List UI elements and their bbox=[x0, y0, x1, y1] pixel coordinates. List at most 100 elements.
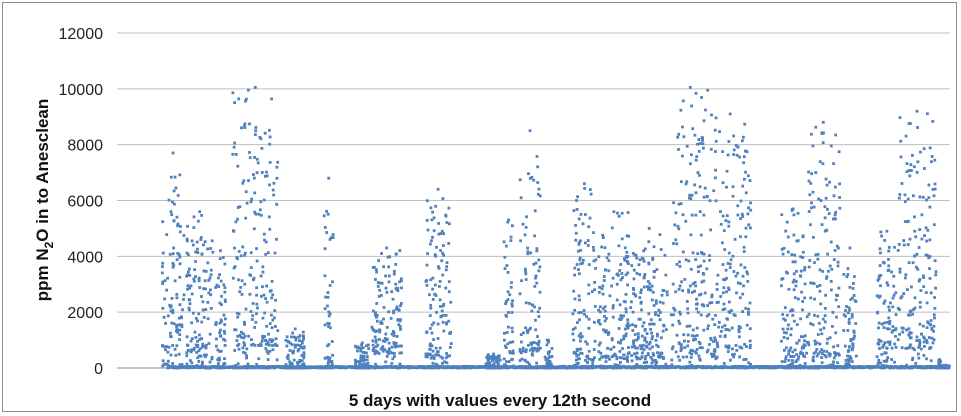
data-point bbox=[431, 361, 435, 365]
data-point bbox=[927, 183, 931, 187]
data-point bbox=[578, 318, 581, 322]
data-point bbox=[732, 313, 736, 317]
data-point bbox=[428, 314, 432, 317]
data-point bbox=[674, 211, 678, 215]
data-point bbox=[219, 249, 222, 253]
data-point bbox=[898, 116, 902, 119]
data-point bbox=[298, 334, 302, 337]
data-point bbox=[877, 358, 881, 362]
data-point bbox=[160, 271, 164, 275]
data-point bbox=[385, 246, 388, 250]
data-point bbox=[829, 240, 833, 244]
data-point bbox=[365, 358, 369, 362]
data-point bbox=[243, 251, 247, 255]
data-point bbox=[207, 291, 211, 295]
data-point bbox=[807, 210, 811, 213]
data-point bbox=[586, 361, 589, 364]
data-point bbox=[274, 325, 277, 328]
data-point bbox=[242, 336, 246, 340]
data-point bbox=[672, 201, 675, 205]
data-point bbox=[908, 331, 912, 334]
data-point bbox=[323, 307, 327, 311]
data-point bbox=[242, 332, 245, 336]
data-point bbox=[439, 249, 442, 252]
data-point bbox=[928, 146, 932, 150]
data-point bbox=[691, 349, 695, 353]
data-point bbox=[577, 217, 581, 221]
data-point bbox=[694, 191, 698, 195]
data-point bbox=[175, 293, 179, 296]
data-point bbox=[622, 314, 625, 318]
data-point bbox=[886, 340, 890, 344]
data-point bbox=[172, 263, 176, 267]
data-point bbox=[438, 298, 442, 302]
data-point bbox=[902, 239, 906, 242]
data-point bbox=[507, 311, 510, 314]
data-point bbox=[194, 343, 198, 347]
data-point bbox=[505, 264, 509, 267]
data-point bbox=[813, 339, 817, 343]
data-point bbox=[243, 323, 246, 326]
data-point bbox=[925, 301, 929, 305]
data-point bbox=[852, 337, 856, 340]
data-point bbox=[327, 343, 331, 346]
data-point bbox=[374, 313, 377, 317]
data-point bbox=[680, 343, 683, 346]
data-point bbox=[576, 249, 580, 253]
data-point bbox=[656, 345, 660, 348]
data-point bbox=[215, 283, 219, 287]
data-point bbox=[747, 313, 750, 316]
data-point bbox=[908, 313, 912, 317]
data-point bbox=[161, 282, 164, 285]
data-point bbox=[650, 284, 654, 288]
data-point bbox=[390, 345, 394, 349]
data-point bbox=[179, 225, 182, 228]
data-point bbox=[377, 259, 380, 262]
data-point bbox=[887, 249, 891, 253]
data-point bbox=[176, 224, 180, 228]
data-point bbox=[619, 361, 622, 364]
data-point bbox=[196, 343, 200, 347]
data-point bbox=[372, 309, 375, 313]
data-point bbox=[447, 206, 451, 210]
data-point bbox=[933, 296, 936, 299]
data-point bbox=[801, 300, 805, 303]
x-axis-title: 5 days with values every 12th second bbox=[349, 391, 651, 410]
data-point bbox=[905, 328, 908, 332]
data-point bbox=[503, 344, 507, 348]
data-point bbox=[800, 290, 803, 294]
data-point bbox=[396, 318, 400, 322]
data-point bbox=[708, 254, 711, 257]
data-point bbox=[693, 289, 696, 293]
data-point bbox=[400, 351, 403, 355]
data-point bbox=[650, 331, 653, 335]
data-point bbox=[431, 287, 434, 291]
data-point bbox=[535, 155, 539, 158]
data-point bbox=[719, 295, 723, 298]
data-point bbox=[584, 213, 587, 216]
data-point bbox=[431, 235, 434, 239]
data-point bbox=[654, 299, 658, 302]
data-point bbox=[300, 341, 304, 345]
data-point bbox=[846, 354, 849, 358]
data-point bbox=[657, 308, 661, 312]
data-point bbox=[722, 229, 726, 233]
data-point bbox=[378, 288, 382, 292]
data-point bbox=[820, 223, 824, 226]
data-point bbox=[723, 324, 727, 327]
data-point bbox=[169, 335, 172, 338]
data-point bbox=[429, 327, 432, 330]
data-point bbox=[266, 352, 270, 355]
data-point bbox=[836, 361, 839, 365]
data-point bbox=[674, 238, 678, 242]
data-point bbox=[429, 356, 433, 360]
data-point bbox=[636, 332, 640, 336]
data-point bbox=[393, 345, 397, 349]
data-point bbox=[907, 261, 911, 264]
data-point bbox=[721, 291, 725, 295]
data-point bbox=[592, 259, 596, 263]
data-point bbox=[537, 346, 541, 350]
data-point bbox=[831, 363, 835, 367]
data-point bbox=[534, 261, 538, 265]
data-point bbox=[392, 331, 396, 335]
